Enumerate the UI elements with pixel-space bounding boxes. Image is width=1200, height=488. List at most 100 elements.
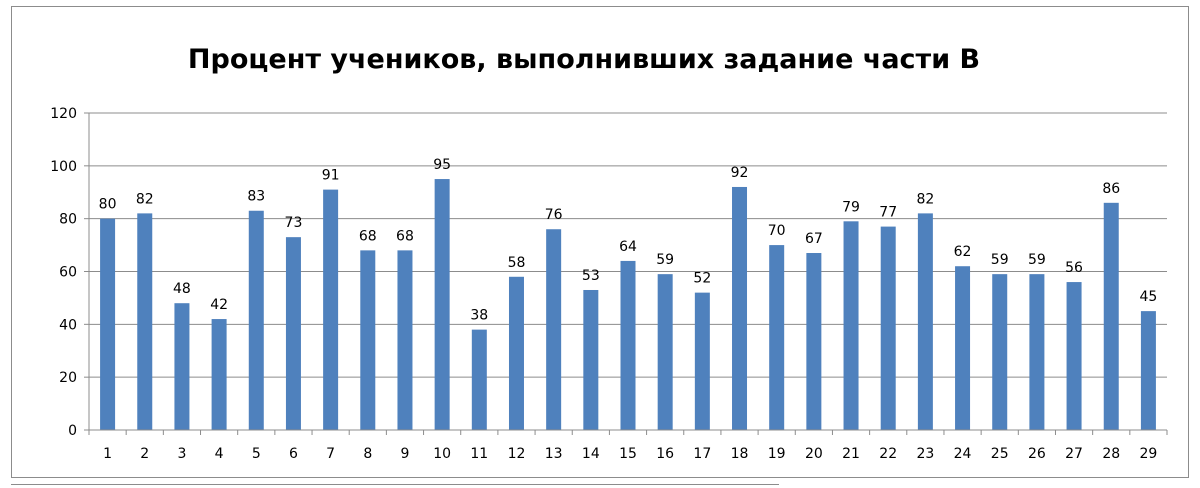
bar <box>1103 202 1119 430</box>
x-tick-label: 1 <box>103 446 112 462</box>
x-tick-label: 10 <box>433 446 451 462</box>
bar <box>843 221 859 430</box>
x-tick-label: 8 <box>363 446 372 462</box>
data-label: 42 <box>210 297 228 313</box>
bar <box>1029 274 1045 430</box>
bar <box>546 229 562 430</box>
bar <box>285 237 301 430</box>
bar <box>583 289 599 430</box>
x-tick-label: 28 <box>1102 446 1120 462</box>
bar <box>992 274 1008 430</box>
data-label: 67 <box>805 231 823 247</box>
bar <box>1140 311 1156 430</box>
y-tick-label: 80 <box>59 212 77 228</box>
x-tick-label: 3 <box>177 446 186 462</box>
data-label: 70 <box>768 223 786 239</box>
data-label: 68 <box>359 228 377 244</box>
x-tick-label: 29 <box>1139 446 1157 462</box>
x-tick-label: 20 <box>805 446 823 462</box>
data-label: 76 <box>545 207 563 223</box>
data-label: 91 <box>322 168 340 184</box>
data-label: 68 <box>396 228 414 244</box>
x-tick-label: 18 <box>731 446 749 462</box>
x-tick-label: 26 <box>1028 446 1046 462</box>
bar <box>434 179 450 430</box>
data-label: 59 <box>991 252 1009 268</box>
y-tick-label: 60 <box>59 265 77 281</box>
bar <box>248 210 264 430</box>
data-label: 53 <box>582 268 600 284</box>
bar <box>694 292 710 430</box>
x-tick-label: 15 <box>619 446 637 462</box>
bar <box>397 250 413 430</box>
bar <box>211 319 227 430</box>
x-tick-label: 16 <box>656 446 674 462</box>
bar <box>137 213 153 430</box>
chart-title: Процент учеников, выполнивших задание ча… <box>188 44 980 75</box>
bar <box>880 226 896 430</box>
x-tick-label: 2 <box>140 446 149 462</box>
data-label: 92 <box>731 165 749 181</box>
bar <box>806 253 822 430</box>
bar <box>360 250 376 430</box>
bar <box>100 218 116 430</box>
bar <box>620 260 636 430</box>
data-label: 45 <box>1139 289 1157 305</box>
x-tick-label: 7 <box>326 446 335 462</box>
data-label: 58 <box>508 255 526 271</box>
y-tick-label: 0 <box>68 423 77 439</box>
x-tick-label: 25 <box>991 446 1009 462</box>
data-label: 79 <box>842 199 860 215</box>
bar <box>471 329 487 430</box>
y-tick-label: 40 <box>59 317 77 333</box>
x-tick-label: 5 <box>252 446 261 462</box>
x-tick-label: 6 <box>289 446 298 462</box>
bar <box>769 245 785 430</box>
bar <box>1066 282 1082 430</box>
y-tick-label: 100 <box>50 159 77 175</box>
bar <box>657 274 673 430</box>
data-label: 86 <box>1102 181 1120 197</box>
bar <box>917 213 933 430</box>
bar <box>508 276 524 430</box>
x-tick-label: 9 <box>401 446 410 462</box>
data-label: 82 <box>136 191 154 207</box>
bars <box>100 179 1156 430</box>
data-label: 38 <box>470 308 488 324</box>
x-tick-label: 19 <box>768 446 786 462</box>
page-divider <box>11 484 779 485</box>
x-tick-label: 23 <box>916 446 934 462</box>
y-axis: 0 20 40 60 80 100 120 <box>50 106 90 439</box>
data-label: 95 <box>433 157 451 173</box>
data-label: 62 <box>954 244 972 260</box>
x-axis: 1 2 3 4 5 6 7 8 9 10 11 12 13 14 15 16 17 18 19 20 21 22 23 24 2… <box>88 429 1168 462</box>
x-tick-label: 21 <box>842 446 860 462</box>
bar <box>732 186 748 430</box>
data-label: 82 <box>916 191 934 207</box>
data-label: 48 <box>173 281 191 297</box>
data-label: 64 <box>619 239 637 255</box>
bar <box>174 303 190 430</box>
x-tick-label: 4 <box>215 446 224 462</box>
data-label: 80 <box>99 197 117 213</box>
data-labels: 80 82 48 42 83 73 91 68 68 95 38 58 76 53 64 59 52 92 70 67… <box>99 157 1158 324</box>
bar <box>955 266 971 430</box>
x-tick-label: 24 <box>954 446 972 462</box>
x-tick-label: 11 <box>470 446 488 462</box>
data-label: 52 <box>693 271 711 287</box>
data-label: 56 <box>1065 260 1083 276</box>
bar <box>323 189 339 430</box>
data-label: 59 <box>1028 252 1046 268</box>
x-tick-label: 13 <box>545 446 563 462</box>
data-label: 83 <box>247 189 265 205</box>
x-tick-label: 12 <box>508 446 526 462</box>
data-label: 59 <box>656 252 674 268</box>
data-label: 77 <box>879 205 897 221</box>
x-tick-label: 14 <box>582 446 600 462</box>
x-tick-label: 17 <box>693 446 711 462</box>
y-tick-label: 20 <box>59 370 77 386</box>
data-label: 73 <box>285 215 303 231</box>
x-tick-label: 27 <box>1065 446 1083 462</box>
x-tick-label: 22 <box>879 446 897 462</box>
